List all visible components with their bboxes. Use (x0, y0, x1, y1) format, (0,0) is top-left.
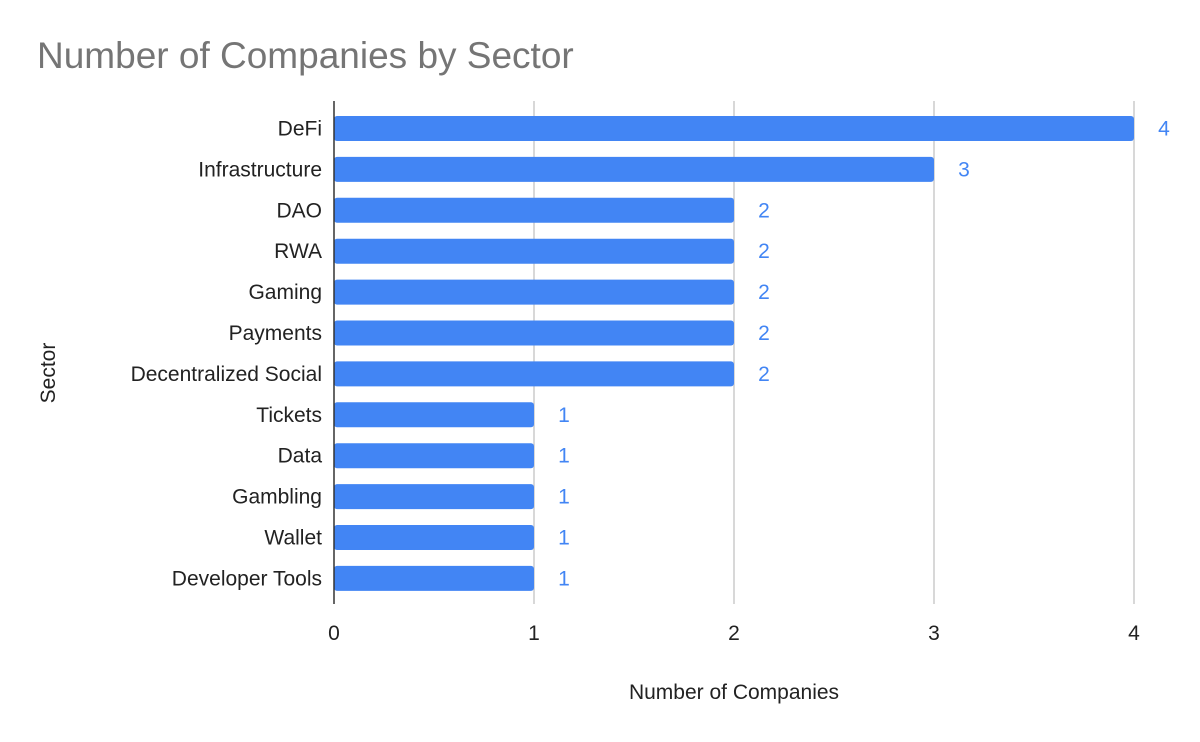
data-label: 2 (758, 240, 770, 263)
category-label: RWA (274, 240, 322, 263)
data-label: 2 (758, 281, 770, 304)
category-label: Payments (229, 322, 322, 345)
category-label: Tickets (256, 404, 322, 427)
bar (334, 565, 534, 591)
data-label: 1 (558, 527, 570, 550)
category-label: DAO (276, 199, 322, 222)
bar (334, 525, 534, 550)
category-label: Developer Tools (172, 567, 322, 590)
data-label: 2 (758, 322, 770, 345)
gridlines (533, 101, 1135, 604)
data-label: 1 (558, 445, 570, 468)
labels: 0 1 2 3 4 DeFi 4 Infrastructure 3 DAO 2 RWA 2 Gaming 2… (131, 118, 1171, 646)
category-label: Data (278, 445, 323, 468)
x-tick-label: 0 (328, 622, 340, 645)
x-tick-label: 1 (528, 622, 540, 645)
bar (334, 116, 1134, 141)
x-tick-label: 3 (928, 622, 940, 645)
category-label: Gaming (248, 281, 322, 304)
y-axis-title: Sector (37, 343, 60, 404)
category-label: Gambling (232, 486, 322, 509)
bar (334, 402, 534, 428)
category-label: DeFi (278, 118, 322, 141)
data-label: 2 (758, 199, 770, 222)
bars (334, 116, 1134, 591)
data-label: 1 (558, 567, 570, 590)
bar (334, 484, 534, 510)
category-label: Decentralized Social (131, 363, 322, 386)
bar (334, 361, 734, 387)
bar (334, 279, 734, 305)
chart-title: Number of Companies by Sector (37, 35, 574, 76)
category-label: Infrastructure (198, 158, 322, 181)
bar (334, 238, 734, 264)
data-label: 3 (958, 158, 970, 181)
category-label: Wallet (264, 527, 322, 550)
bar (334, 197, 734, 223)
x-tick-label: 2 (728, 622, 740, 645)
data-label: 1 (558, 486, 570, 509)
data-label: 4 (1158, 118, 1170, 141)
bar (334, 443, 534, 469)
bar (334, 320, 734, 346)
bar (334, 156, 934, 182)
data-label: 1 (558, 404, 570, 427)
x-axis-title: Number of Companies (629, 681, 839, 704)
x-tick-label: 4 (1128, 622, 1140, 645)
data-label: 2 (758, 363, 770, 386)
